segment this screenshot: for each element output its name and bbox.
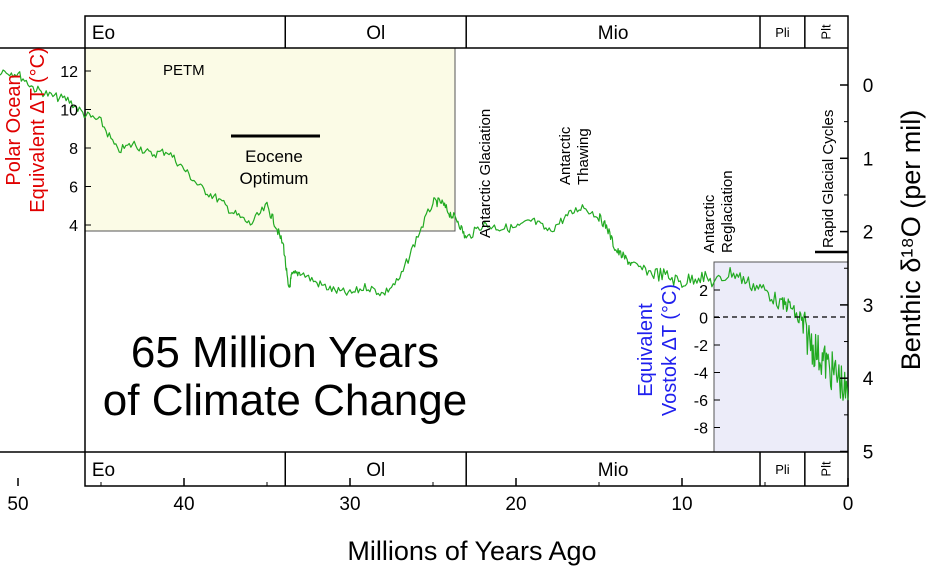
polar-tick-label: 6 (69, 180, 78, 197)
vostok-tick-label: -6 (694, 393, 708, 410)
epoch-label-top: Pli (775, 25, 790, 40)
epoch-label-bottom: Mio (598, 460, 629, 481)
eocene-optimum-label: Eocene Optimum (240, 147, 309, 188)
vostok-tick-label: 0 (699, 311, 708, 328)
x-tick-label: 20 (505, 494, 526, 515)
epoch-label-bottom: Plt (818, 461, 833, 477)
epoch-label-bottom: Pli (775, 462, 790, 477)
rapid-glacial-cycles-label: Rapid Glacial Cycles (820, 110, 837, 248)
y-axis-title: Benthic δ¹⁸O (per mil) (896, 110, 926, 370)
y-tick-label: 4 (863, 369, 874, 390)
antarctic-thawing-label: AntarcticThawing (557, 126, 592, 185)
antarctic-glaciation-label: Antarctic Glaciation (477, 109, 494, 238)
y-tick-label: 0 (863, 76, 874, 97)
polar-axis-title: Polar Ocean Equivalent ΔT (°C) (3, 47, 49, 213)
polar-tick-label: 8 (69, 141, 78, 158)
x-axis-title: Millions of Years Ago (347, 536, 596, 566)
vostok-tick-label: -8 (694, 421, 708, 438)
polar-inset-box (84, 47, 456, 232)
chart-title: 65 Million Years of Climate Change (103, 328, 467, 425)
y-tick-label: 2 (863, 223, 874, 244)
y-tick-label: 5 (863, 443, 874, 464)
epoch-label-top: Ol (366, 23, 385, 44)
x-tick-label: 30 (339, 494, 360, 515)
vostok-tick-label: -2 (694, 338, 708, 355)
x-tick-label: 40 (173, 494, 194, 515)
epoch-label-bottom: Eo (92, 460, 115, 481)
benthic-d18o-line (0, 69, 849, 401)
epoch-label-top: Plt (818, 24, 833, 40)
polar-tick-label: 12 (60, 64, 78, 81)
y-tick-label: 1 (863, 149, 874, 170)
vostok-axis-title: Equivalent Vostok ΔT (°C) (635, 284, 681, 416)
epoch-label-top: Eo (92, 23, 115, 44)
vostok-tick-label: 2 (699, 283, 708, 300)
x-tick-label: 50 (7, 494, 28, 515)
epoch-label-top: Mio (598, 23, 629, 44)
polar-tick-label: 10 (60, 103, 78, 120)
antarctic-reglaciation-label: AntarcticReglaciation (701, 170, 736, 253)
petm-label: PETM (163, 62, 205, 79)
y-tick-label: 3 (863, 296, 874, 317)
polar-tick-label: 4 (69, 218, 78, 235)
epoch-label-bottom: Ol (366, 460, 385, 481)
x-tick-label: 10 (671, 494, 692, 515)
x-tick-label: 0 (843, 494, 854, 515)
vostok-tick-label: -4 (694, 366, 708, 383)
